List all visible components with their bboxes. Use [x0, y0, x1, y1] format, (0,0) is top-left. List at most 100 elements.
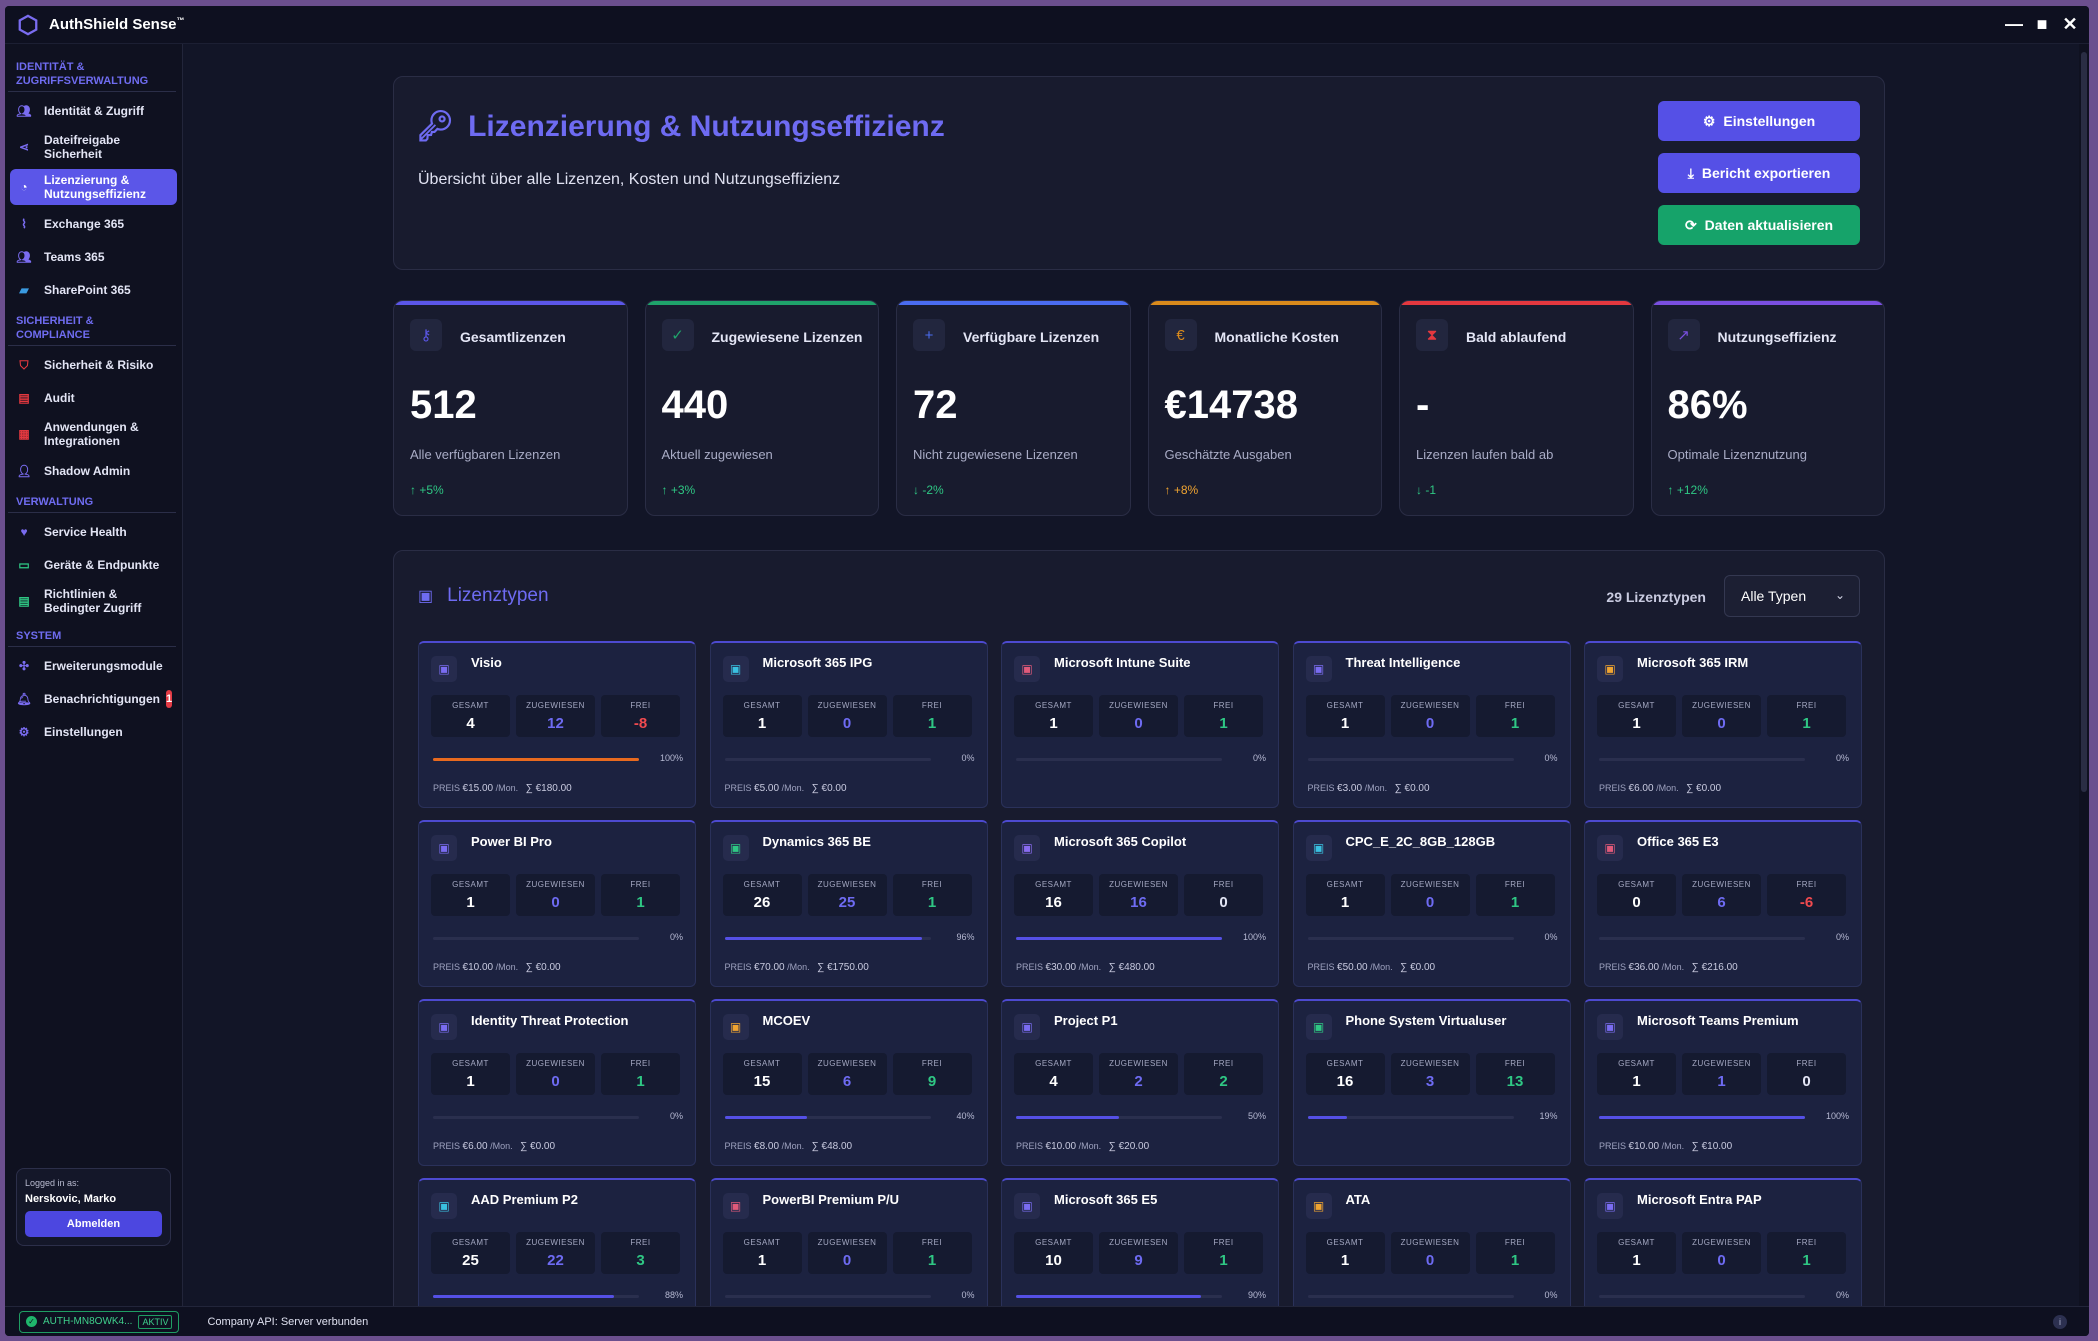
- total-box: GESAMT 1: [1597, 1053, 1676, 1095]
- usage-progress-bar: [1016, 1295, 1222, 1298]
- maximize-icon[interactable]: ■: [2036, 13, 2048, 34]
- logout-button[interactable]: Abmelden: [25, 1211, 162, 1237]
- puzzle-icon: ✣: [18, 658, 30, 673]
- license-name: Microsoft 365 Copilot: [1054, 834, 1187, 849]
- license-card[interactable]: ▣ AAD Premium P2 GESAMT 25 ZUGEWIESEN 22 F…: [418, 1178, 696, 1306]
- free-box: FREI 2: [1184, 1053, 1263, 1095]
- sidebar-item[interactable]: ▦ Anwendungen & Integrationen: [10, 416, 177, 452]
- license-card[interactable]: ▣ PowerBI Premium P/U GESAMT 1 ZUGEWIESEN…: [709, 1178, 988, 1306]
- sidebar-item[interactable]: 🔔︎ Benachrichtigungen 1: [10, 684, 177, 713]
- license-name: Microsoft 365 IPG: [762, 655, 873, 670]
- license-card[interactable]: ▣ Microsoft 365 E5 GESAMT 10 ZUGEWIESEN 9 …: [1001, 1178, 1279, 1306]
- free-box: FREI 1: [1475, 695, 1555, 737]
- license-icon: ▣: [1305, 835, 1332, 861]
- stat-description: Optimale Lizenznutzung: [1667, 447, 1807, 462]
- license-type-filter-select[interactable]: Alle Typen ⌄: [1724, 575, 1860, 617]
- license-card[interactable]: ▣ Microsoft Intune Suite GESAMT 1 ZUGEWIE…: [1001, 641, 1279, 808]
- total-value: 4: [466, 715, 475, 732]
- key-icon: 🔑︎: [416, 110, 455, 143]
- scrollbar-thumb[interactable]: [2081, 52, 2087, 792]
- close-icon[interactable]: ✕: [2062, 13, 2078, 34]
- license-card[interactable]: ▣ MCOEV GESAMT 15 ZUGEWIESEN 6 FREI 9 40% P…: [709, 999, 988, 1166]
- license-card[interactable]: ▣ Dynamics 365 BE GESAMT 26 ZUGEWIESEN 25 …: [709, 820, 988, 987]
- license-card[interactable]: ▣ Microsoft 365 IPG GESAMT 1 ZUGEWIESEN 0 …: [709, 641, 988, 808]
- assigned-value: 0: [842, 1252, 852, 1269]
- sidebar-item[interactable]: ◔ Lizenzierung & Nutzungseffizienz: [10, 169, 177, 205]
- free-box: FREI 9: [892, 1053, 972, 1095]
- license-card[interactable]: ▣ Project P1 GESAMT 4 ZUGEWIESEN 2 FREI 2 5…: [1001, 999, 1279, 1166]
- total-value: 0: [1632, 894, 1641, 911]
- sidebar-item[interactable]: ▰ SharePoint 365: [10, 275, 177, 304]
- grid-icon: ▦: [18, 427, 30, 441]
- sidebar-item[interactable]: ⋖ Dateifreigabe Sicherheit: [10, 129, 177, 165]
- sidebar-item[interactable]: 👥︎ Identität & Zugriff: [10, 96, 177, 125]
- stat-accent-bar: [1148, 301, 1381, 305]
- hourglass-icon: ⧗: [1416, 319, 1448, 351]
- sidebar-item[interactable]: 👤︎ Shadow Admin: [10, 456, 177, 485]
- sidebar-item-label: Lizenzierung & Nutzungseffizienz: [44, 173, 146, 201]
- license-name: PowerBI Premium P/U: [762, 1192, 900, 1207]
- license-card[interactable]: ▣ Microsoft Teams Premium GESAMT 1 ZUGEWI…: [1584, 999, 1862, 1166]
- sidebar-item[interactable]: ▤ Audit: [10, 383, 177, 412]
- sidebar-section-title: Sicherheit & Compliance: [8, 314, 176, 346]
- license-name: Visio: [471, 655, 502, 670]
- license-card[interactable]: ▣ Power BI Pro GESAMT 1 ZUGEWIESEN 0 FREI 1…: [418, 820, 696, 987]
- team-icon: 👥︎: [16, 249, 32, 264]
- usage-progress-bar: [724, 1295, 931, 1298]
- assigned-box: ZUGEWIESEN 0: [1390, 874, 1470, 916]
- sidebar-item-label: Dateifreigabe Sicherheit: [44, 133, 121, 161]
- total-box: GESAMT 1: [1597, 695, 1676, 737]
- minimize-icon[interactable]: —: [2005, 13, 2023, 34]
- stat-description: Lizenzen laufen bald ab: [1416, 447, 1554, 462]
- total-value: 26: [753, 894, 771, 911]
- license-name: AAD Premium P2: [471, 1192, 578, 1207]
- license-name: Project P1: [1054, 1013, 1118, 1028]
- export-report-button[interactable]: ⤓ Bericht exportieren: [1658, 153, 1860, 193]
- stat-value: -: [1416, 383, 1430, 427]
- license-card[interactable]: ▣ Phone System Virtualuser GESAMT 16 ZUGE…: [1292, 999, 1571, 1166]
- license-card[interactable]: ▣ Visio GESAMT 4 ZUGEWIESEN 12 FREI -8 100%…: [418, 641, 696, 808]
- license-card[interactable]: ▣ Identity Threat Protection GESAMT 1 ZUG…: [418, 999, 696, 1166]
- total-box: GESAMT 15: [722, 1053, 802, 1095]
- license-price: PREIS €50.00 /Mon. ∑ €0.00: [1307, 962, 1436, 973]
- license-card[interactable]: ▣ Threat Intelligence GESAMT 1 ZUGEWIESEN…: [1292, 641, 1571, 808]
- stat-trend: ↑ +3%: [661, 483, 696, 497]
- license-card[interactable]: ▣ CPC_E_2C_8GB_128GB GESAMT 1 ZUGEWIESEN 0…: [1292, 820, 1571, 987]
- sidebar-item[interactable]: ⛉ Sicherheit & Risiko: [10, 350, 177, 379]
- trend-arrow-icon: ↑: [410, 483, 416, 497]
- license-card[interactable]: ▣ Office 365 E3 GESAMT 0 ZUGEWIESEN 6 FREI…: [1584, 820, 1862, 987]
- license-card[interactable]: ▣ ATA GESAMT 1 ZUGEWIESEN 0 FREI 1 0%: [1292, 1178, 1571, 1306]
- total-value: 25: [462, 1252, 479, 1269]
- usage-progress-bar: [1599, 937, 1805, 940]
- assigned-value: 1: [1717, 1073, 1726, 1090]
- title-bar: AuthShield Sense™ — ■ ✕: [5, 6, 2089, 44]
- license-card[interactable]: ▣ Microsoft 365 Copilot GESAMT 16 ZUGEWIE…: [1001, 820, 1279, 987]
- sidebar-item[interactable]: 👥︎ Teams 365: [10, 242, 177, 271]
- license-card[interactable]: ▣ Microsoft 365 IRM GESAMT 1 ZUGEWIESEN 0 …: [1584, 641, 1862, 808]
- assigned-value: 6: [842, 1073, 852, 1090]
- sidebar-item[interactable]: ⌇ Exchange 365: [10, 209, 177, 238]
- info-icon[interactable]: i: [2053, 1315, 2067, 1329]
- refresh-data-button[interactable]: ⟳ Daten aktualisieren: [1658, 205, 1860, 245]
- license-icon: ▣: [431, 835, 457, 861]
- license-name: Phone System Virtualuser: [1345, 1013, 1507, 1028]
- sidebar-item-label: Geräte & Endpunkte: [44, 557, 160, 572]
- settings-button[interactable]: ⚙ Einstellungen: [1658, 101, 1860, 141]
- usage-progress-fill: [724, 937, 923, 940]
- license-icon: ▣: [722, 1193, 749, 1219]
- stat-accent-bar: [897, 301, 1130, 305]
- free-value: 1: [636, 894, 645, 911]
- assigned-box: ZUGEWIESEN 0: [516, 874, 595, 916]
- license-card[interactable]: ▣ Microsoft Entra PAP GESAMT 1 ZUGEWIESEN…: [1584, 1178, 1862, 1306]
- sidebar-item[interactable]: ♥ Service Health: [10, 517, 177, 546]
- sidebar-item[interactable]: ▤ Richtlinien & Bedingter Zugriff: [10, 583, 177, 619]
- download-icon: ⤓: [1687, 164, 1694, 181]
- total-box: GESAMT 16: [1305, 1053, 1385, 1095]
- sidebar-item[interactable]: ✣ Erweiterungsmodule: [10, 651, 177, 680]
- stat-title: Nutzungseffizienz: [1717, 329, 1837, 345]
- sidebar-item[interactable]: ⚙ Einstellungen: [10, 717, 177, 746]
- scrollbar[interactable]: [2079, 44, 2089, 1306]
- assigned-value: 9: [1134, 1252, 1143, 1269]
- sidebar-section-title: Identität & Zugriffsverwaltung: [8, 60, 176, 92]
- sidebar-item[interactable]: ▭ Geräte & Endpunkte: [10, 550, 177, 579]
